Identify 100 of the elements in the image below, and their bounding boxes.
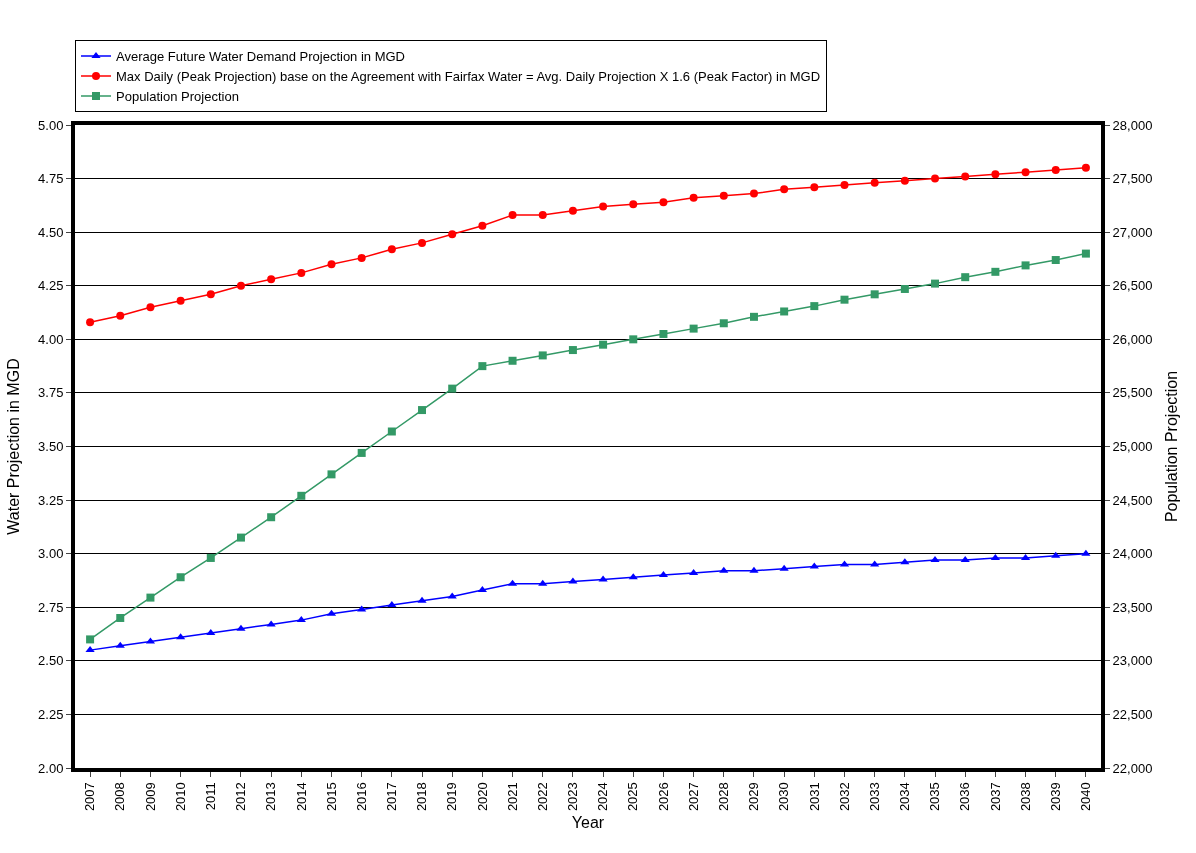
x-tick-label: 2021 [504,782,520,812]
point [357,253,366,262]
point [659,198,668,207]
point [478,221,487,230]
point [116,311,125,320]
point [990,553,1000,560]
y-tick-label: 3.75 [38,385,64,401]
x-tick-label: 2023 [565,782,581,812]
point [719,191,728,200]
point [991,170,1000,179]
y-tick-label: 3.25 [38,492,64,508]
point [900,176,909,185]
point [115,641,125,648]
point [538,351,547,360]
point [297,491,306,500]
point [418,238,427,247]
x-tick-label: 2027 [685,782,701,812]
y-tick-label: 4.25 [38,278,64,294]
point [960,556,970,563]
y2-tick-label: 27,000 [1112,224,1153,240]
point [689,193,698,202]
point [1021,168,1030,177]
point [568,346,577,355]
point [749,189,758,198]
point [297,268,306,277]
x-tick-label: 2022 [534,782,550,812]
point [568,577,578,584]
point [236,624,246,631]
x-axis-title: Year [571,814,605,832]
point [357,448,366,457]
point [961,273,970,282]
point [1051,166,1060,175]
x-tick-label: 2040 [1078,782,1094,812]
point [961,172,970,181]
x-tick-label: 2009 [142,782,158,812]
point [809,562,819,569]
point [206,628,216,635]
point [930,556,940,563]
point [206,290,215,299]
point [719,319,728,328]
y2-tick-label: 26,000 [1112,331,1153,347]
x-tick-label: 2026 [655,782,671,812]
point [86,318,95,327]
point [749,312,758,321]
point [749,566,759,573]
point [508,356,517,365]
point [538,579,548,586]
point [1081,549,1091,556]
point [387,427,396,436]
y2-tick-label: 24,000 [1112,546,1153,562]
point [719,566,729,573]
point [387,601,397,608]
point [840,181,849,190]
point [780,307,789,316]
point [689,568,699,575]
y2-tick-label: 28,000 [1112,117,1153,133]
point [146,303,155,312]
point [327,260,336,269]
x-tick-label: 2016 [353,782,369,812]
y2-tick-label: 25,000 [1112,439,1153,455]
point [86,635,95,644]
point [176,573,185,582]
point [1081,249,1090,258]
x-tick-label: 2019 [444,782,460,812]
y-tick-label: 2.50 [38,653,64,669]
x-tick-label: 2008 [112,782,128,812]
y-tick-label: 3.00 [38,546,64,562]
x-tick-label: 2015 [323,782,339,812]
x-tick-label: 2035 [927,782,943,812]
x-tick-label: 2013 [263,782,279,812]
x-tick-label: 2028 [716,782,732,812]
point [116,613,125,622]
point [296,616,306,623]
point [418,406,427,415]
point [931,279,940,288]
point [870,290,879,299]
point [840,295,849,304]
x-tick-label: 2034 [897,782,913,812]
x-tick-label: 2020 [474,782,490,812]
x-tick-label: 2029 [746,782,762,812]
y-axis-title: Water Projection in MGD [5,358,23,535]
x-tick-label: 2014 [293,782,309,812]
point [1051,551,1061,558]
y-tick-label: 5.00 [38,117,64,133]
y2-tick-label: 23,000 [1112,653,1153,669]
point [599,340,608,349]
point [447,592,457,599]
point [780,185,789,194]
legend-label: Max Daily (Peak Projection) base on the Agreement with Fairfax Water = Avg. Daily Projection X 1.6 (Peak Factor) in MGD [116,69,821,85]
point [779,564,789,571]
point [267,513,276,522]
x-tick-label: 2011 [203,782,219,811]
y2-axis-title: Population Projection [1162,370,1180,523]
point [568,206,577,215]
x-tick-label: 2018 [414,782,430,812]
x-tick-label: 2038 [1017,782,1033,812]
point [538,211,547,220]
y-tick-label: 2.25 [38,706,64,722]
point [1081,163,1090,172]
point [267,275,276,284]
